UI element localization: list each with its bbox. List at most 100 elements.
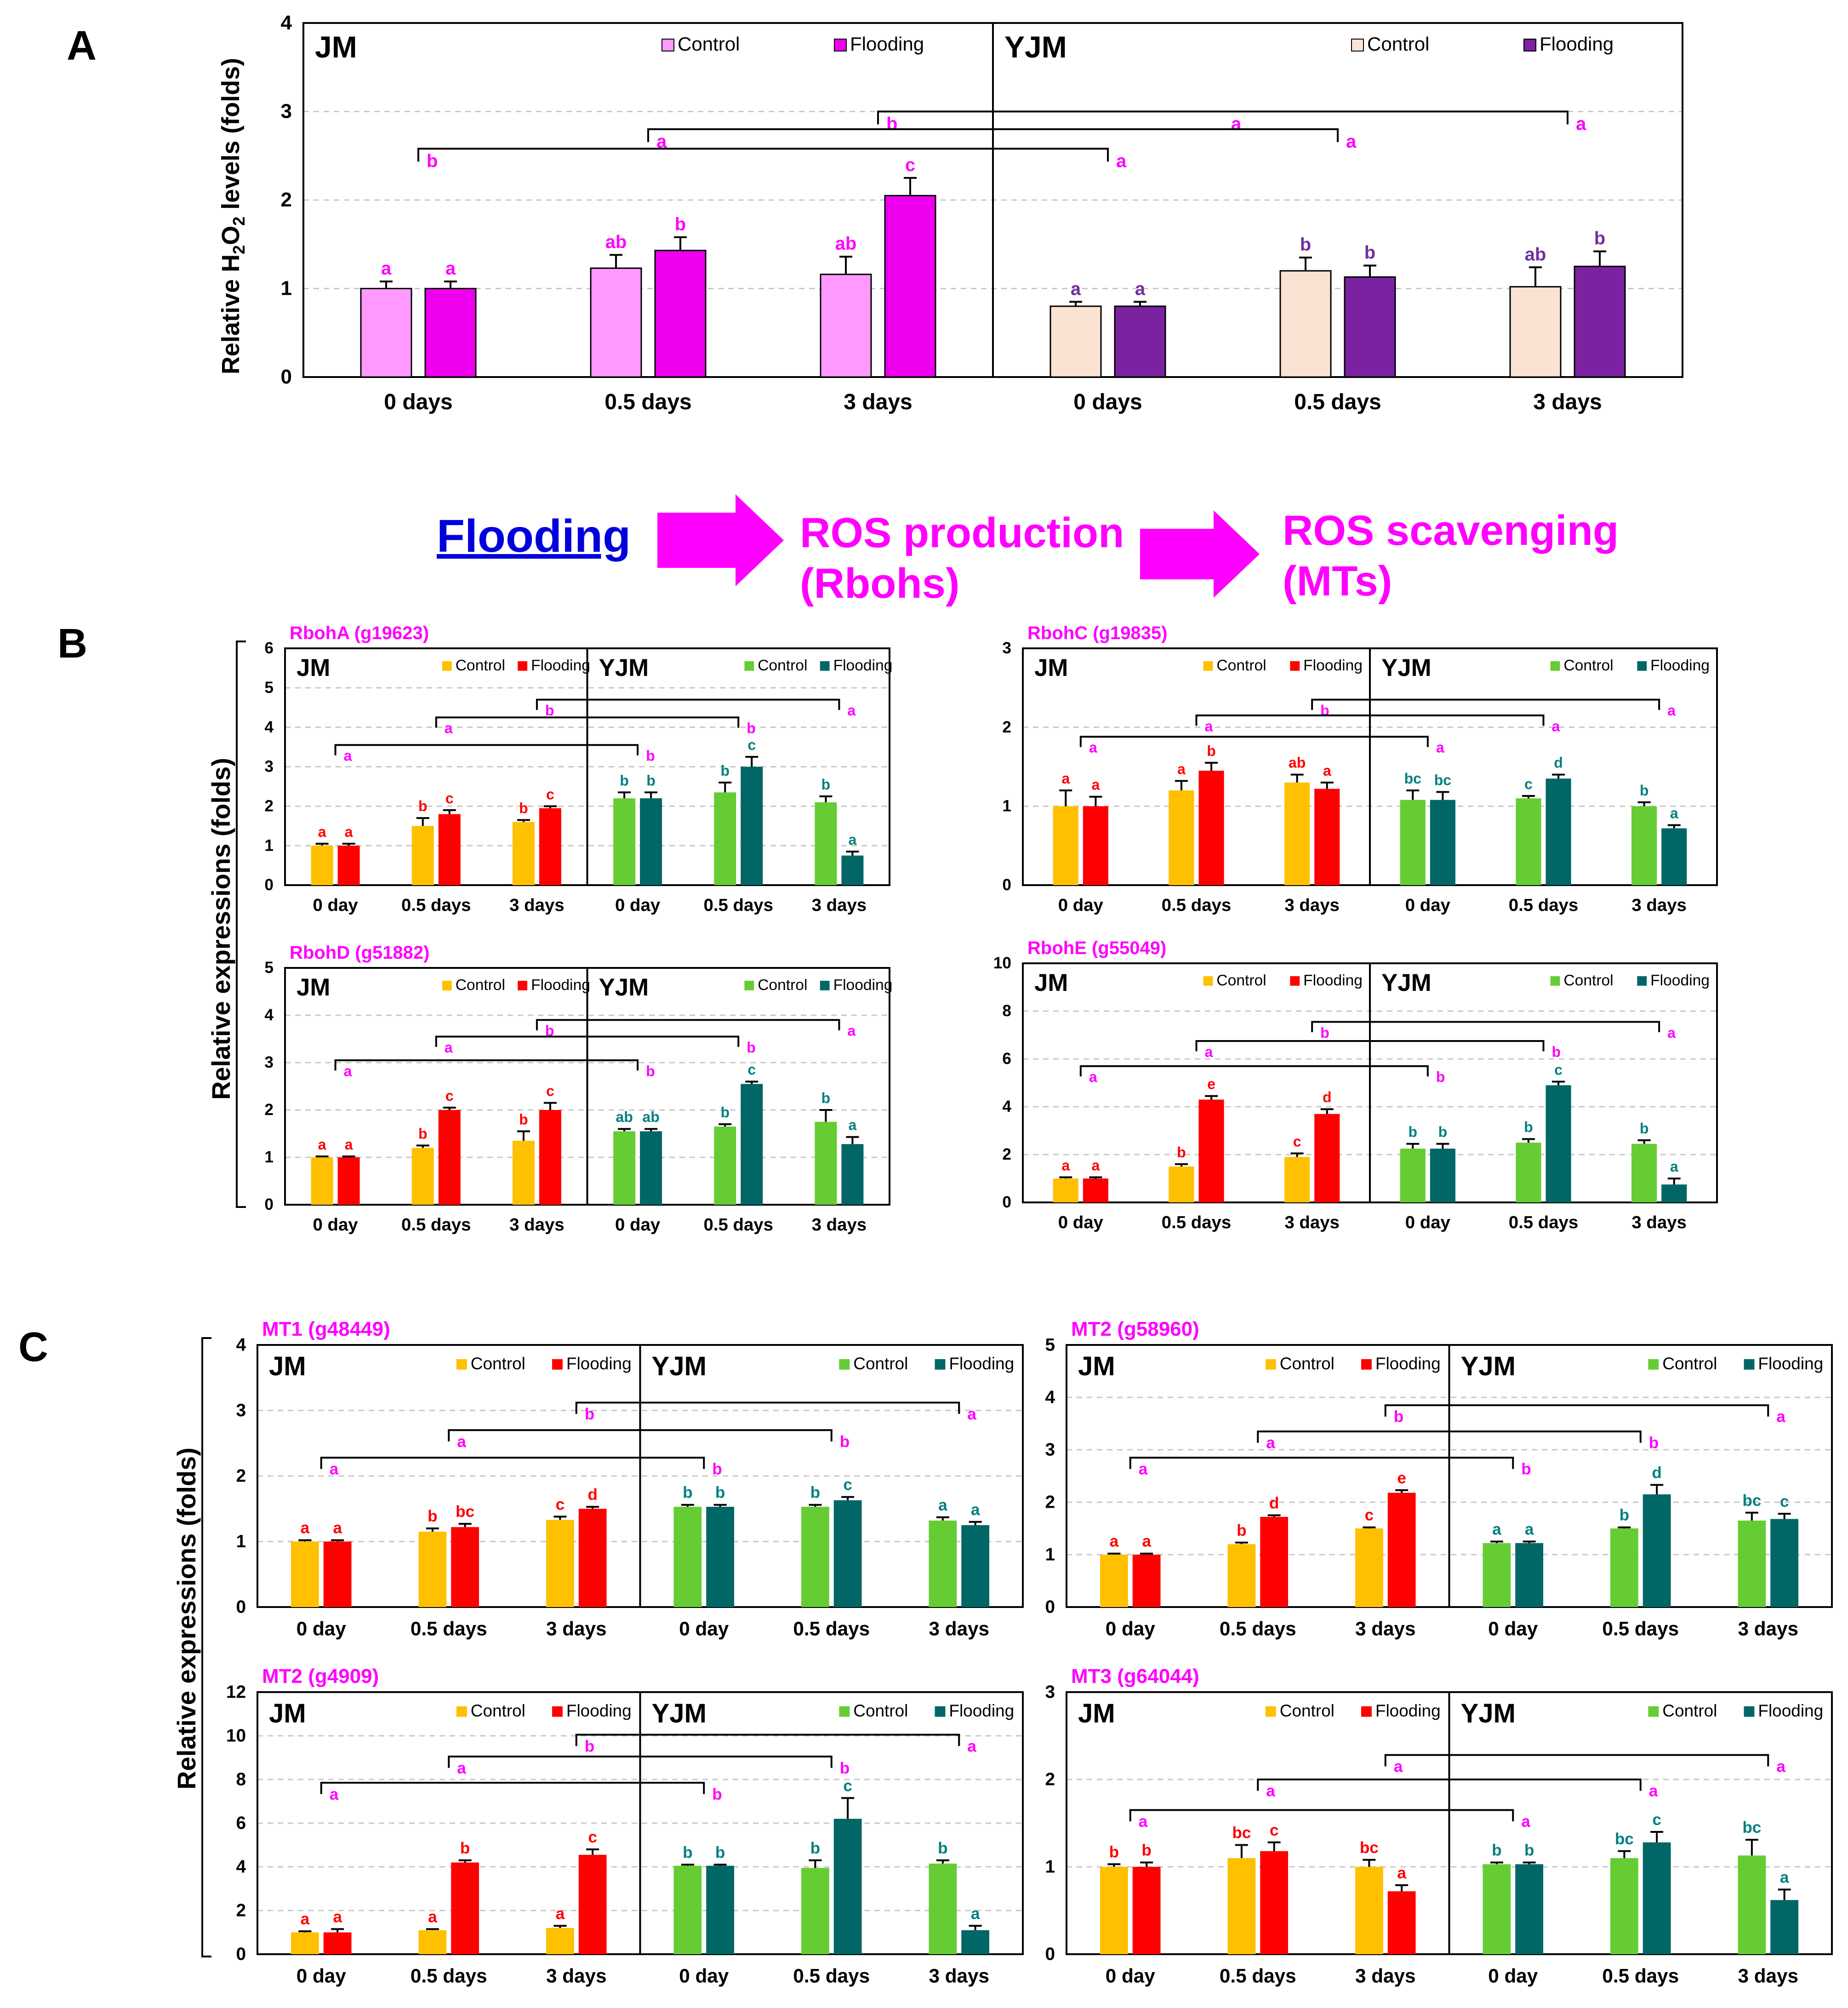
bar: [546, 1520, 574, 1607]
significance-letter: c: [1293, 1133, 1301, 1150]
legend-label: Control: [1216, 657, 1266, 674]
y-tick-label: 2: [1002, 1145, 1011, 1163]
significance-letter: a: [1061, 770, 1070, 787]
significance-letter: a: [345, 824, 353, 840]
x-tick-label: 0.5 days: [401, 895, 471, 915]
significance-letter: c: [843, 1476, 852, 1494]
legend-label: Flooding: [531, 657, 590, 674]
chart-a: 0 1 2 3 4 JM Control Flooding YJM Control Flooding…: [281, 11, 1683, 414]
x-tick-label: 0 day: [1405, 1213, 1451, 1232]
legend-label: Flooding: [1375, 1354, 1441, 1373]
bar: [1770, 1519, 1799, 1607]
x-tick-label: 3 days: [1355, 1618, 1416, 1640]
y-tick-label: 1: [1045, 1545, 1055, 1564]
group-name-yjm: YJM: [599, 974, 649, 1001]
legend-swatch: [1523, 39, 1536, 51]
bracket-letter: a: [1346, 132, 1357, 152]
bar: [578, 1509, 607, 1607]
comparison-bracket: [647, 128, 1339, 142]
y-tick-label: 3: [236, 1401, 246, 1420]
x-tick-label: 0.5 days: [703, 1215, 773, 1235]
bar: [613, 1131, 636, 1205]
y-tick-label: 5: [264, 959, 274, 977]
legend-swatch: [1203, 661, 1213, 671]
bracket-letter: a: [1576, 114, 1586, 134]
x-tick-label: 3 days: [844, 390, 912, 414]
comparison-bracket: [536, 698, 840, 710]
legend-swatch: [1744, 1359, 1755, 1370]
bar: [1516, 798, 1541, 885]
x-tick-label: 0.5 days: [411, 1618, 487, 1640]
x-tick-label: 0.5 days: [1294, 390, 1381, 414]
bracket-letter: a: [1776, 1408, 1785, 1426]
comparison-bracket: [435, 1035, 740, 1047]
bar: [1114, 305, 1166, 378]
significance-letter: bc: [1232, 1824, 1251, 1842]
comparison-bracket: [1195, 1040, 1545, 1052]
x-tick-label: 3 days: [1738, 1618, 1799, 1640]
chart-title: MT1 (g48449): [262, 1318, 390, 1340]
y-tick-label: 2: [1002, 718, 1011, 736]
bracket-c: [201, 1337, 211, 1957]
significance-letter: a: [381, 258, 392, 279]
significance-letter: b: [810, 1484, 821, 1502]
chart-title: MT2 (g4909): [262, 1665, 379, 1688]
bracket-letter: b: [1649, 1434, 1659, 1452]
y-tick-label: 1: [236, 1532, 246, 1551]
bar: [1661, 1184, 1687, 1202]
panel-label-c: C: [18, 1324, 48, 1370]
significance-letter: a: [1177, 761, 1186, 777]
significance-letter: a: [971, 1905, 980, 1922]
y-tick-label: 4: [281, 11, 292, 34]
legend-swatch: [820, 661, 830, 671]
y-tick-label: 4: [1002, 1098, 1011, 1116]
chart-title: RbohA (g19623): [290, 623, 429, 643]
legend-swatch: [662, 39, 674, 51]
bar: [815, 1121, 837, 1205]
legend-label: Flooding: [1303, 657, 1363, 674]
y-tick-label: 6: [1002, 1050, 1011, 1068]
chart-mt2a: 0 1 2 3 4 5 MT2 (g58960) JM Control Flooding YJM Co…: [1045, 1318, 1833, 1640]
bracket-letter: b: [646, 1063, 655, 1079]
bar: [323, 1541, 352, 1607]
bracket-letter: a: [344, 1063, 352, 1079]
legend-label: Flooding: [1303, 972, 1363, 989]
x-tick-label: 0 day: [313, 1215, 358, 1235]
bracket-letter: b: [747, 720, 756, 737]
group-name-jm: JM: [1078, 1699, 1115, 1728]
significance-letter: c: [747, 737, 756, 753]
x-tick-label: 0 day: [615, 895, 661, 915]
significance-letter: c: [1365, 1506, 1374, 1524]
x-tick-label: 0 day: [1058, 1213, 1104, 1232]
group-name-yjm: YJM: [652, 1699, 707, 1728]
x-tick-label: 3 days: [546, 1618, 607, 1640]
bar: [1053, 1178, 1078, 1202]
significance-letter: b: [1524, 1842, 1534, 1859]
bar: [1227, 1544, 1256, 1607]
significance-letter: a: [1323, 762, 1331, 779]
bar: [929, 1863, 957, 1954]
x-tick-label: 0.5 days: [703, 895, 773, 915]
legend-swatch: [1361, 1706, 1372, 1717]
x-tick-label: 0.5 days: [1509, 895, 1579, 915]
legend-label: Control: [1662, 1701, 1717, 1720]
legend-label: Control: [1280, 1354, 1335, 1373]
group-name-jm: JM: [1034, 654, 1068, 681]
x-tick-label: 3 days: [546, 1965, 607, 1987]
significance-letter: b: [428, 1507, 438, 1525]
bracket-letter: a: [1552, 718, 1560, 734]
y-tick-label: 6: [264, 639, 274, 657]
group-name-yjm: YJM: [1381, 969, 1432, 996]
flooding-label: Flooding: [437, 510, 631, 562]
bracket-letter: b: [585, 1405, 595, 1423]
significance-letter: d: [1652, 1464, 1662, 1482]
bar: [451, 1527, 479, 1607]
ros-scavenging-line1: ROS scavenging: [1283, 507, 1619, 554]
significance-letter: a: [1670, 1158, 1678, 1175]
bar: [741, 767, 763, 885]
significance-letter: b: [1207, 743, 1216, 759]
ros-production-line1: ROS production: [800, 509, 1124, 556]
bracket-letter: b: [1436, 1069, 1445, 1085]
significance-letter: b: [1364, 242, 1375, 263]
significance-letter: c: [556, 1495, 565, 1513]
